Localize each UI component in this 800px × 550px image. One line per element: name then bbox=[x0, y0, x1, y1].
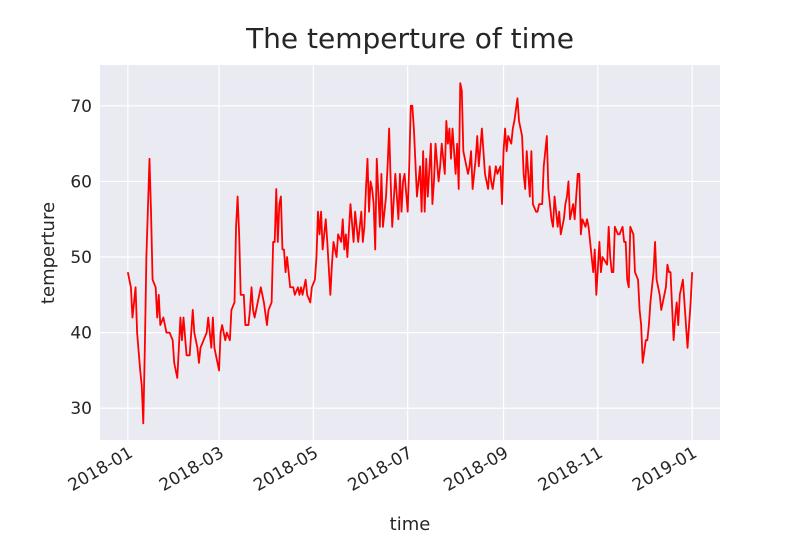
x-tick-label: 2018-05 bbox=[250, 443, 322, 496]
y-tick-label: 60 bbox=[70, 172, 92, 192]
line bbox=[126, 82, 694, 425]
x-axis-label: time bbox=[390, 514, 431, 535]
x-tick-label: 2018-07 bbox=[345, 443, 417, 496]
x-tick-label: 2018-03 bbox=[156, 443, 228, 496]
y-tick-label: 40 bbox=[70, 324, 92, 344]
y-axis-label: temperture bbox=[38, 202, 59, 304]
x-tick-label: 2018-11 bbox=[535, 443, 607, 496]
x-tick-label: 2018-09 bbox=[441, 443, 513, 496]
chart-title: The temperture of time bbox=[245, 22, 574, 55]
x-tick-label: 2018-01 bbox=[65, 443, 137, 496]
x-tick-label: 2019-01 bbox=[629, 443, 701, 496]
y-tick-label: 30 bbox=[70, 399, 92, 419]
y-tick-label: 70 bbox=[70, 97, 92, 117]
y-tick-label: 50 bbox=[70, 248, 92, 268]
